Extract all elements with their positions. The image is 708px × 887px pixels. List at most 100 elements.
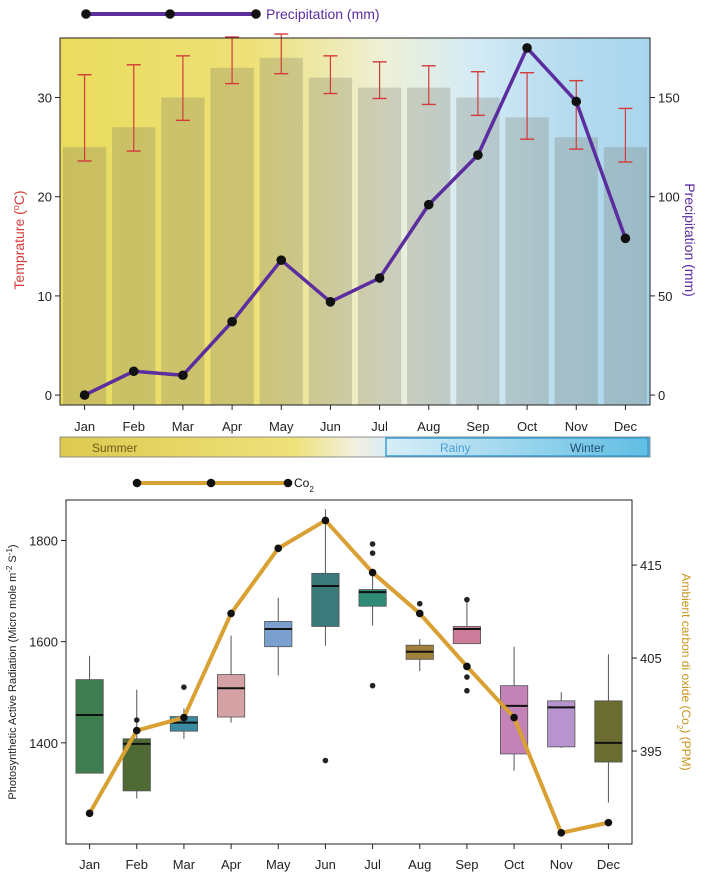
co2-point	[132, 726, 141, 735]
box-outlier	[181, 684, 187, 690]
climate-chart: 0 10 20 30 0 50 100 150 Jan Feb Mar Apr May Jun Jul A…	[11, 6, 698, 458]
precipitation-point	[276, 255, 287, 265]
precipitation-point	[620, 233, 631, 244]
legend: Precipitation (mm)	[81, 6, 380, 22]
precipitation-point	[79, 390, 90, 400]
precipitation-line	[83, 46, 628, 397]
co2-point	[368, 568, 377, 577]
x-tick-label: Apr	[221, 857, 242, 872]
co2-point	[557, 829, 566, 837]
box-outlier	[369, 541, 376, 547]
legend-marker	[81, 9, 91, 19]
season-bar-background	[59, 436, 651, 458]
co2-point	[180, 713, 188, 722]
plot-frame	[59, 37, 651, 406]
y2-tick-label: 415	[640, 558, 662, 573]
x-tick-label: Aug	[408, 857, 431, 872]
co2-point	[85, 809, 94, 818]
precipitation-point	[128, 366, 139, 377]
box-body	[547, 700, 576, 748]
x-tick-label: Mar	[172, 419, 195, 434]
temperature-bar	[161, 97, 205, 405]
y-tick-label: 0	[45, 388, 52, 403]
temperature-bar	[308, 77, 353, 406]
x-tick-label: May	[266, 857, 291, 872]
season-rainy: Rainy	[440, 441, 471, 455]
y-tick-label: 30	[38, 91, 52, 106]
y-tick-label: 1800	[29, 533, 58, 548]
temperature-bar	[407, 87, 451, 405]
temperature-bar	[62, 147, 107, 406]
temperature-bar	[357, 87, 402, 405]
co2-point	[510, 713, 518, 722]
box-outlier	[322, 757, 329, 764]
precipitation-point	[325, 297, 336, 307]
y-axis-label: Photosynthetic Active Radiation (Micro m…	[5, 544, 20, 799]
box-outlier	[416, 600, 423, 607]
season-winter: Winter	[570, 441, 605, 455]
box-body	[264, 621, 293, 648]
x-tick-label: Jan	[74, 419, 95, 434]
season-summer: Summer	[92, 441, 137, 455]
temperature-bar	[603, 147, 648, 406]
legend-marker	[165, 9, 175, 19]
par-co2-chart: 1400 1600 1800 395 405 415 Jan Feb Mar Apr May Ju…	[5, 476, 694, 872]
precipitation-point	[423, 199, 434, 210]
x-tick-label: Mar	[173, 857, 196, 872]
y-tick-label: 10	[38, 289, 52, 304]
x-tick-label: Jul	[371, 419, 388, 434]
legend-label: Co2	[294, 476, 314, 494]
x-tick-label: Jan	[79, 857, 100, 872]
y-tick-label: 1400	[29, 736, 58, 751]
legend: Co2	[132, 476, 314, 494]
x-tick-label: Sep	[455, 857, 478, 872]
x-tick-label: Jul	[364, 857, 381, 872]
box-body	[217, 674, 246, 718]
precipitation-point	[522, 43, 532, 53]
x-tick-label: Dec	[614, 419, 638, 434]
x-tick-label: Sep	[466, 419, 489, 434]
x-tick-label: Oct	[504, 857, 525, 872]
precipitation-point	[473, 150, 483, 160]
legend-label: Precipitation (mm)	[266, 6, 380, 22]
x-tick-label: Apr	[222, 419, 243, 434]
co2-line	[87, 518, 609, 835]
box-outlier	[464, 674, 470, 680]
precipitation-point	[571, 96, 582, 107]
precipitation-point	[374, 273, 385, 283]
temperature-bar	[505, 117, 549, 405]
y2-tick-label: 0	[658, 388, 665, 403]
co2-point	[463, 662, 471, 671]
x-tick-label: Oct	[517, 419, 538, 434]
legend-marker	[251, 9, 261, 19]
box-body	[311, 572, 340, 627]
co2-point	[604, 818, 613, 827]
temperature-bar	[210, 67, 254, 405]
co2-point	[274, 544, 283, 553]
co2-point	[321, 516, 330, 525]
x-tick-label: Jun	[320, 419, 341, 434]
y2-tick-label: 50	[658, 289, 672, 304]
y-axis-label: Temprature (oC)	[11, 190, 27, 289]
plot-background	[60, 38, 650, 405]
box-outlier	[464, 596, 470, 603]
x-tick-label: Aug	[417, 419, 440, 434]
box-body	[594, 700, 623, 763]
x-tick-label: Feb	[123, 419, 145, 434]
box-body	[75, 679, 104, 774]
y2-tick-label: 395	[640, 744, 662, 759]
precipitation-point	[178, 370, 188, 381]
plot-background	[66, 500, 632, 844]
plot-frame	[65, 499, 633, 845]
x-tick-label: Dec	[597, 857, 621, 872]
temperature-bar	[112, 127, 156, 406]
y2-axis-label: Precipitation (mm)	[682, 183, 698, 297]
legend-marker	[206, 478, 216, 488]
x-tick-label: Nov	[550, 857, 574, 872]
box-body	[452, 626, 481, 645]
y2-axis-label: Ambient carbon di oxide (Co2) (PPM)	[676, 573, 694, 770]
precipitation-point	[227, 316, 237, 327]
co2-point	[227, 609, 235, 618]
season-rainy-winter-box	[385, 437, 649, 457]
